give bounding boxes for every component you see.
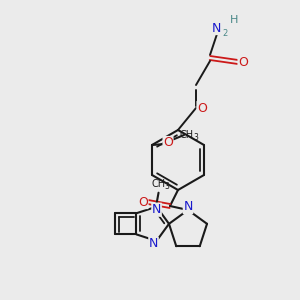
Text: O: O bbox=[197, 101, 207, 115]
Text: N: N bbox=[211, 22, 221, 34]
Text: 3: 3 bbox=[193, 134, 198, 142]
Text: 2: 2 bbox=[222, 28, 227, 38]
Text: O: O bbox=[197, 101, 207, 115]
Text: N: N bbox=[149, 237, 158, 250]
Text: N: N bbox=[211, 22, 221, 34]
Text: O: O bbox=[163, 136, 173, 149]
Text: CH: CH bbox=[180, 130, 194, 140]
Text: O: O bbox=[163, 136, 173, 149]
Text: O: O bbox=[238, 56, 248, 68]
Text: N: N bbox=[183, 200, 193, 214]
Text: O: O bbox=[138, 196, 148, 208]
Text: N: N bbox=[149, 237, 158, 250]
Text: O: O bbox=[238, 56, 248, 68]
Text: 3: 3 bbox=[164, 182, 169, 191]
Text: N: N bbox=[152, 203, 161, 216]
Text: N: N bbox=[152, 203, 161, 216]
Text: CH: CH bbox=[152, 179, 166, 189]
Text: N: N bbox=[183, 200, 193, 214]
Text: H: H bbox=[230, 15, 238, 25]
Text: O: O bbox=[138, 196, 148, 208]
